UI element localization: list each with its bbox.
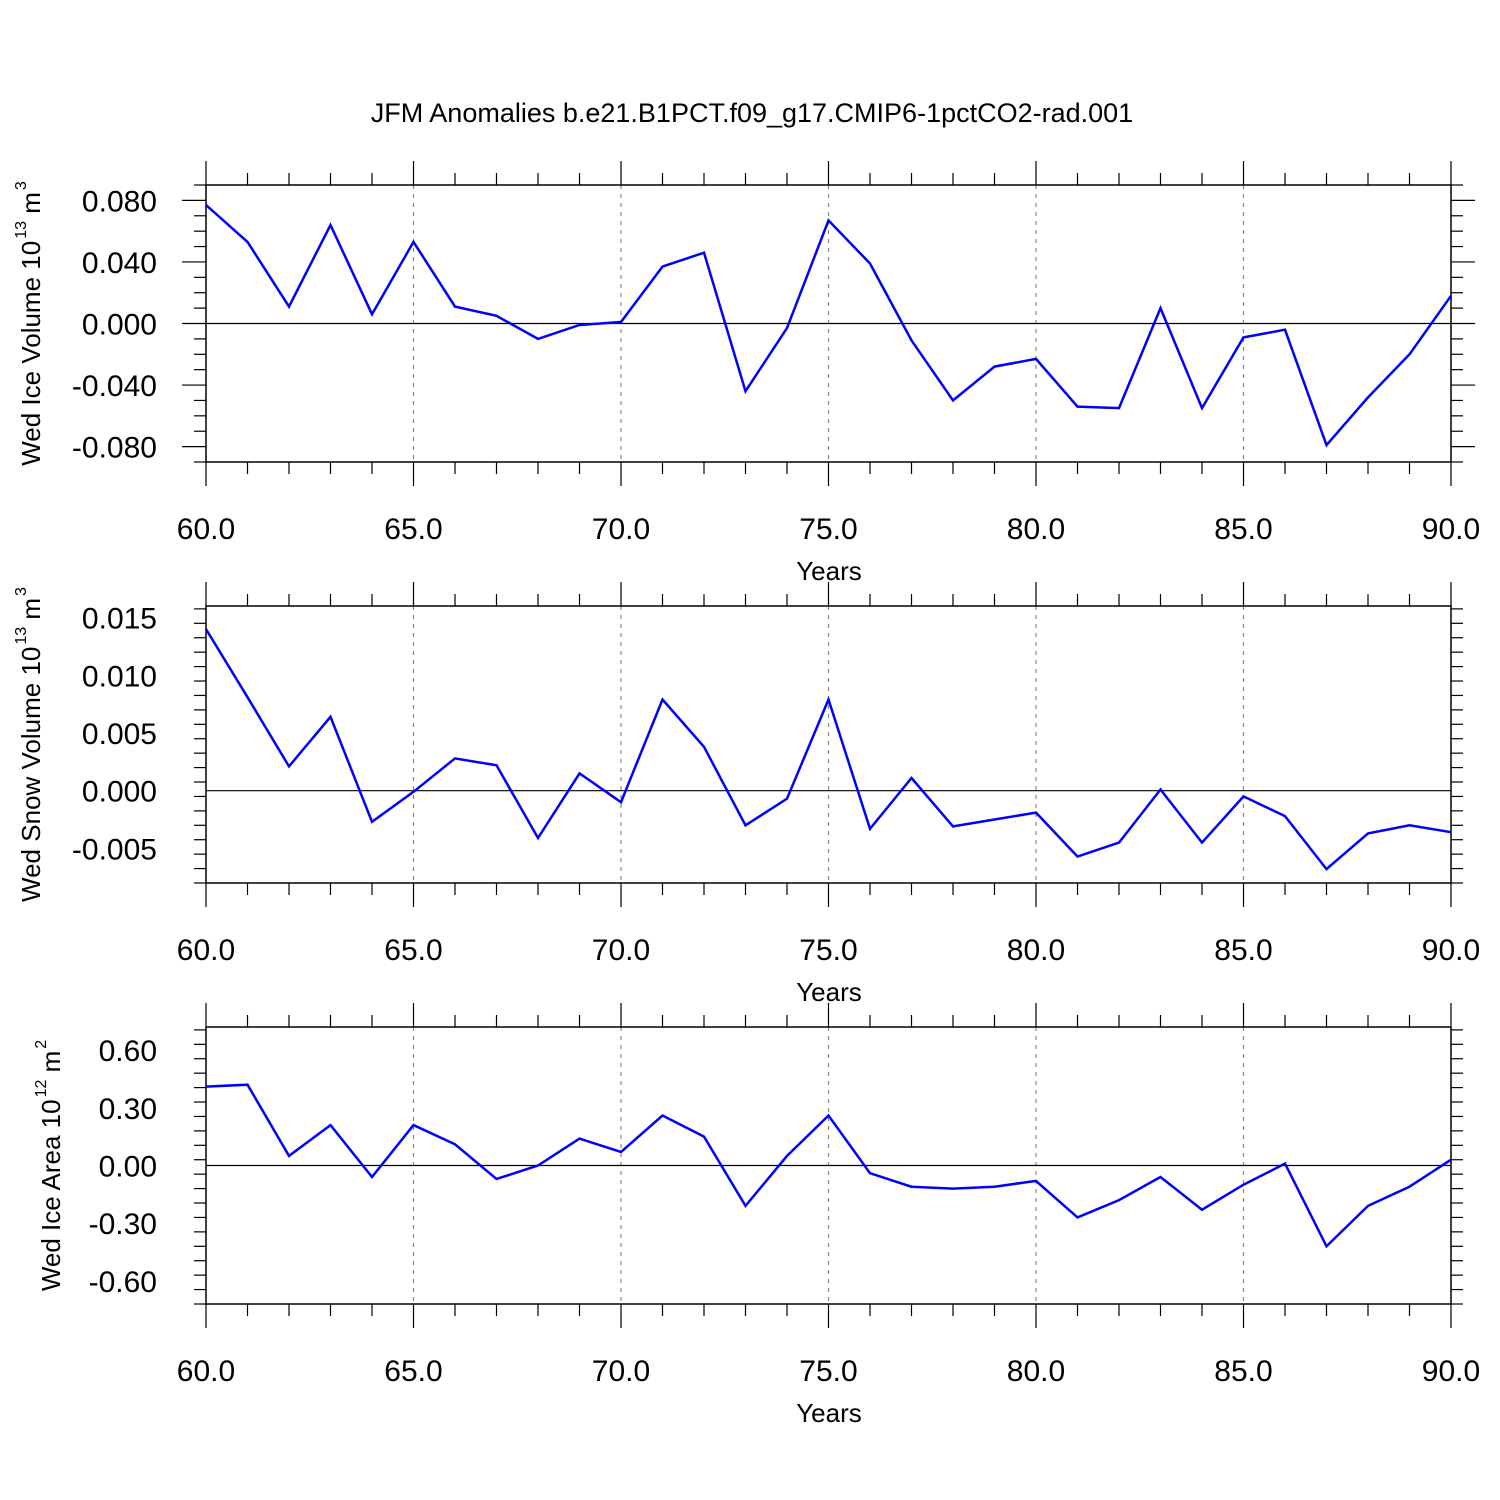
y-axis-label-superscript: 13 [13,221,30,239]
y-axis-label-part: m [16,192,46,221]
x-tick-label: 75.0 [799,513,857,546]
chart-title: JFM Anomalies b.e21.B1PCT.f09_g17.CMIP6-… [371,98,1133,128]
x-tick-label: 70.0 [592,934,650,967]
x-tick-label: 65.0 [384,934,442,967]
panel-1: 0.080 0.040 0.000 -0.040 -0.080 60.0 65.0 70.0 7… [13,161,1480,586]
x-tick-label: 85.0 [1214,934,1272,967]
x-tick-label: 65.0 [384,513,442,546]
y-axis-label-part: m [36,1051,66,1080]
y-axis-label-superscript: 2 [33,1040,50,1049]
x-axis-label: Years [796,977,862,1007]
y-axis-label-superscript: 13 [13,627,30,645]
chart-panels: 0.080 0.040 0.000 -0.040 -0.080 60.0 65.0 70.0 7… [13,161,1480,1428]
y-tick-label: -0.60 [89,1266,157,1299]
y-tick-label: 0.015 [82,603,157,636]
x-tick-label: 90.0 [1422,513,1480,546]
x-tick-label: 90.0 [1422,934,1480,967]
x-tick-label: 90.0 [1422,1355,1480,1388]
x-tick-label: 80.0 [1007,1355,1065,1388]
series-line [204,628,1452,871]
x-tick-label: 80.0 [1007,934,1065,967]
y-tick-label: 0.000 [82,776,157,809]
y-axis-label: Wed Ice Area 1012 m 2 [33,1040,66,1291]
x-tick-label: 75.0 [799,934,857,967]
x-tick-label: 65.0 [384,1355,442,1388]
x-tick-label: 75.0 [799,1355,857,1388]
y-axis-label-part: Wed Snow Volume 10 [16,647,46,902]
y-tick-label: 0.005 [82,718,157,751]
x-axis-label: Years [796,556,862,586]
y-axis-label-superscript: 3 [13,181,30,190]
y-tick-label: 0.30 [99,1093,157,1126]
y-axis-label-superscript: 12 [33,1080,50,1098]
y-tick-label: 0.040 [82,247,157,280]
y-tick-label: -0.30 [89,1208,157,1241]
y-tick-label: 0.60 [99,1035,157,1068]
y-axis-label: Wed Ice Volume 10 13 m 3 [13,181,46,466]
y-axis-label-superscript: 3 [13,587,30,596]
panel-2: 0.015 0.010 0.005 0.000 -0.005 60.0 65.0 70.0 75… [13,582,1480,1007]
y-tick-label: 0.010 [82,660,157,693]
x-tick-label: 80.0 [1007,513,1065,546]
y-tick-label: 0.080 [82,185,157,218]
y-axis-label-part: Wed Ice Volume 10 [16,241,46,466]
x-tick-label: 85.0 [1214,1355,1272,1388]
y-axis-label-part: Wed Ice Area 10 [36,1099,66,1291]
y-tick-label: 0.000 [82,309,157,342]
y-tick-label: -0.080 [72,432,157,465]
x-tick-label: 60.0 [177,513,235,546]
x-tick-label: 85.0 [1214,513,1272,546]
y-axis-label: Wed Snow Volume 10 13 m 3 [13,587,46,902]
x-tick-label: 60.0 [177,1355,235,1388]
y-tick-label: -0.005 [72,833,157,866]
y-axis-label-part: m [16,598,46,627]
x-tick-label: 70.0 [592,1355,650,1388]
x-axis-label: Years [796,1398,862,1428]
y-tick-label: -0.040 [72,370,157,403]
x-tick-label: 70.0 [592,513,650,546]
panel-3: 0.60 0.30 0.00 -0.30 -0.60 60.0 65.0 70.0 75.0 80… [33,1003,1480,1428]
y-tick-label: 0.00 [99,1151,157,1184]
x-tick-label: 60.0 [177,934,235,967]
